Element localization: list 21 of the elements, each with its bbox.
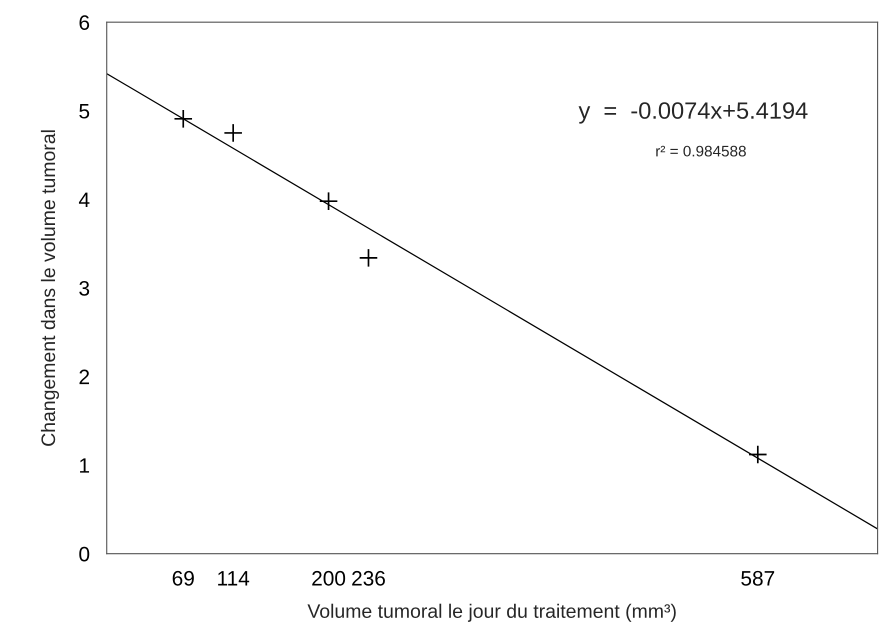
point (224, 123, 243, 143)
annotation: r² = 0.984588 (656, 146, 746, 157)
y-tick-label: 2 (80, 370, 90, 384)
point (358, 248, 378, 268)
x-tick-label: 69 (172, 570, 194, 586)
annotation: y = -0.0074x+5.4194 (578, 102, 808, 124)
y-tick-label: 4 (78, 192, 90, 207)
y-tick-label: 0 (79, 546, 90, 562)
y-tick-label: 3 (79, 280, 90, 296)
point (318, 192, 338, 211)
y-tick-label: 1 (80, 458, 90, 473)
x-tick-label: 200 (312, 570, 346, 586)
x-tick-label: 236 (352, 570, 385, 586)
x-tick-label: 114 (218, 571, 250, 586)
point (174, 109, 193, 128)
y-axis-title: Changement dans le volume tumoral (40, 130, 60, 446)
y-tick-label: 6 (80, 15, 90, 30)
y-tick-label: 5 (79, 104, 90, 119)
x-axis-title: Volume tumoral le jour du traitement (mm³) (307, 604, 676, 622)
x-tick-label: 587 (741, 570, 774, 586)
point (748, 444, 768, 464)
